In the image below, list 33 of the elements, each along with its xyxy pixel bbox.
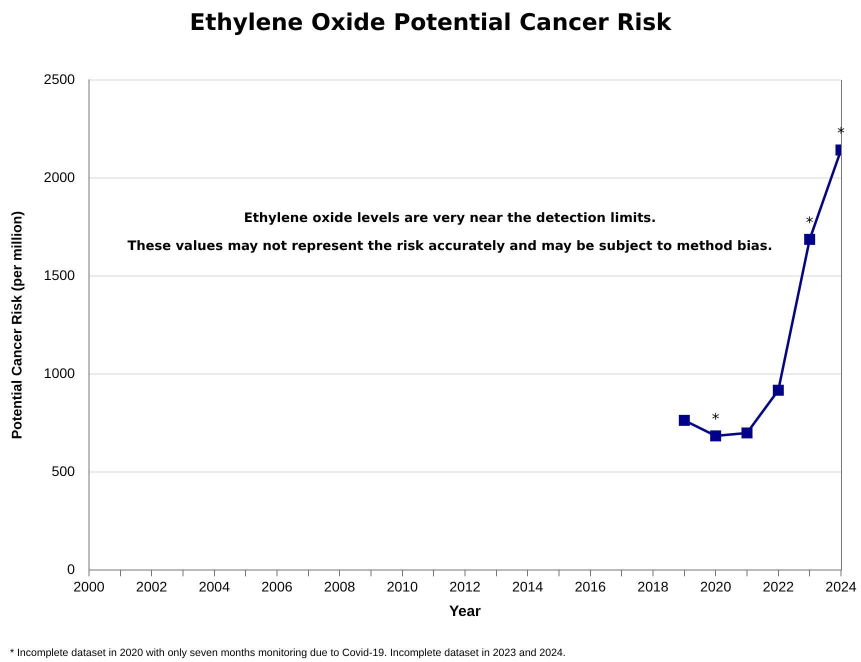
x-tick-label: 2020 [700,578,732,594]
x-tick-label: 2016 [574,578,606,594]
annotation: * [712,410,720,428]
y-tick-label: 1000 [44,364,76,381]
x-tick-label: 2004 [198,578,230,594]
annotation: * [837,124,846,142]
y-tick-label: 0 [67,561,76,578]
point [742,427,752,438]
point [772,384,784,396]
point [804,234,816,245]
x-axis-title: Year [449,603,481,620]
x-tick-label: 2022 [762,578,794,594]
x-tick-label: 2008 [324,578,356,594]
point [678,414,690,426]
y-axis-title: Potential Cancer Risk (per million) [8,211,24,440]
x-tick-label: 2002 [136,578,168,594]
annotation: Ethylene oxide levels are very near the detection limits. [244,211,656,226]
y-tick-label: 1500 [44,266,76,283]
x-tick-label: 2018 [637,578,669,594]
point [710,430,722,442]
x-tick-label: 2000 [73,578,105,594]
x-tick-label: 2014 [512,578,544,594]
chart-title: Ethylene Oxide Potential Cancer Risk [188,10,672,36]
x-tick-label: 2012 [449,578,481,594]
y-tick-label: 2000 [44,168,76,185]
annotation: * [806,213,814,232]
x-tick-label: 2024 [825,578,857,594]
text: * Incomplete dataset in 2020 with only seven months monitoring due to Covid-19. Incomplete dataset in 2023 and 2024. [10,647,566,659]
y-tick-label: 500 [52,463,76,480]
annotation: These values may not represent the risk accurately and may be subject to method bias. [128,239,772,254]
x-tick-label: 2006 [261,578,293,594]
y-tick-label: 2500 [44,70,76,87]
x-tick-label: 2010 [386,578,418,594]
